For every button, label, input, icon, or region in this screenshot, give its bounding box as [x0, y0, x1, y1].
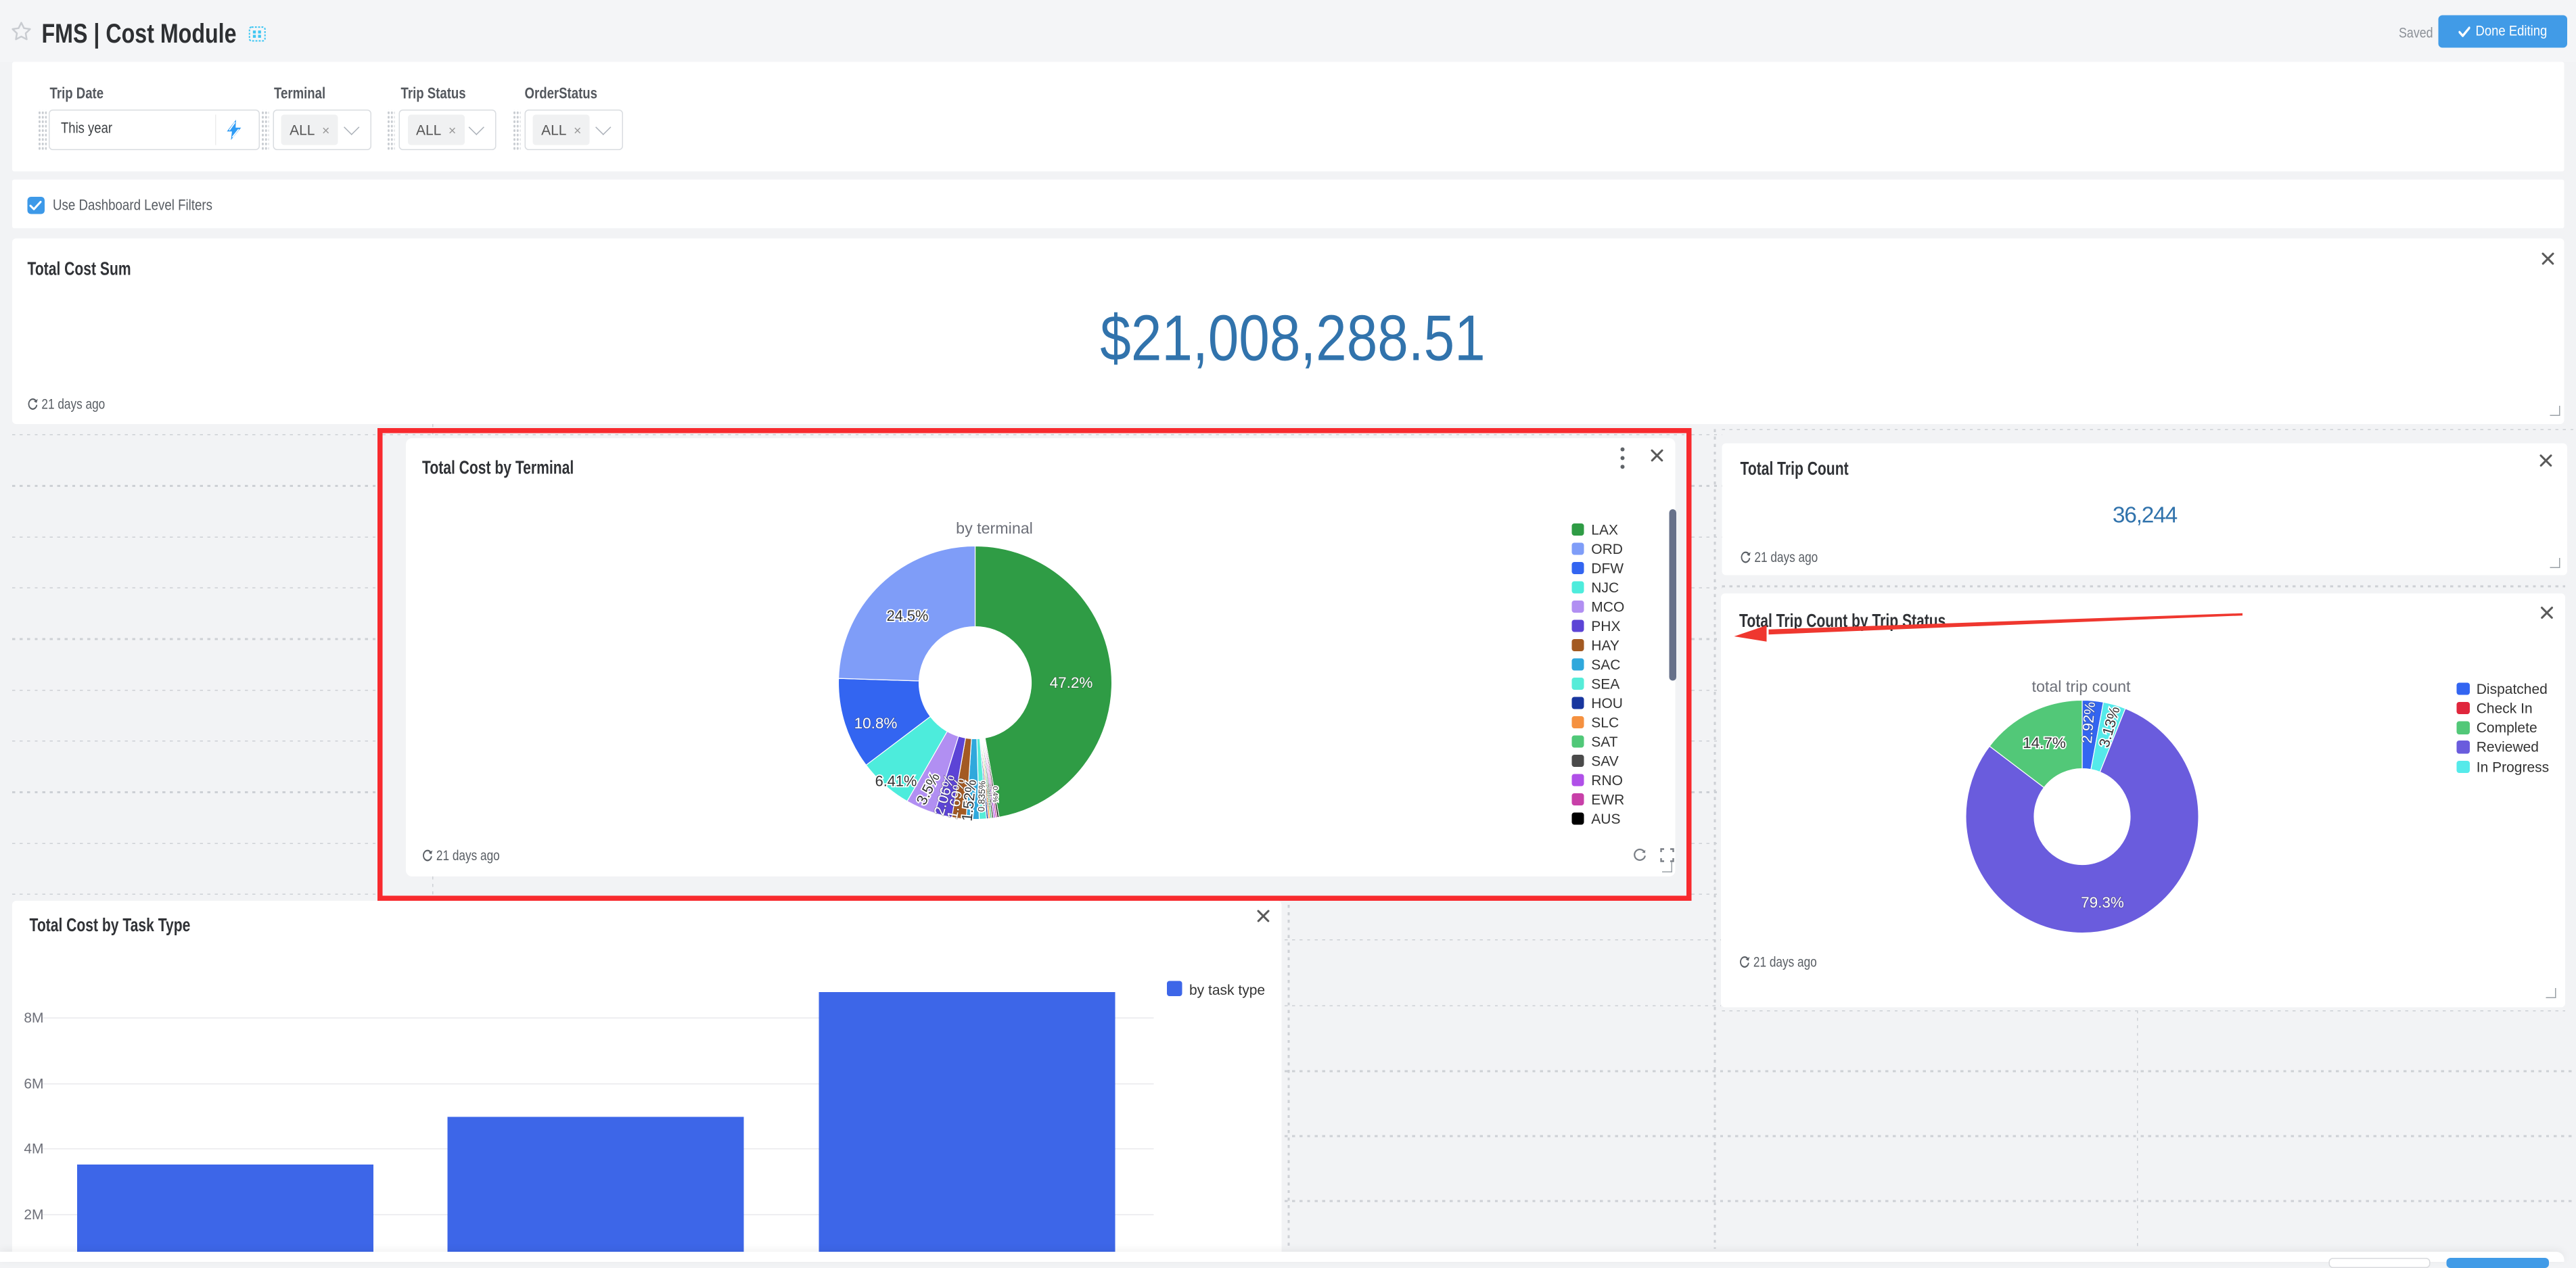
- svg-text:6.41%: 6.41%: [875, 773, 917, 790]
- svg-text:24.5%: 24.5%: [886, 607, 928, 624]
- svg-text:0.4%: 0.4%: [990, 786, 998, 803]
- svg-text:14.7%: 14.7%: [2023, 734, 2066, 751]
- svg-text:47.2%: 47.2%: [1049, 674, 1092, 691]
- svg-text:2.92%: 2.92%: [2078, 701, 2098, 745]
- svg-text:0.835%: 0.835%: [975, 781, 987, 812]
- svg-text:10.8%: 10.8%: [854, 715, 897, 732]
- svg-text:0.46%: 0.46%: [986, 784, 994, 806]
- svg-text:79.3%: 79.3%: [2081, 894, 2124, 911]
